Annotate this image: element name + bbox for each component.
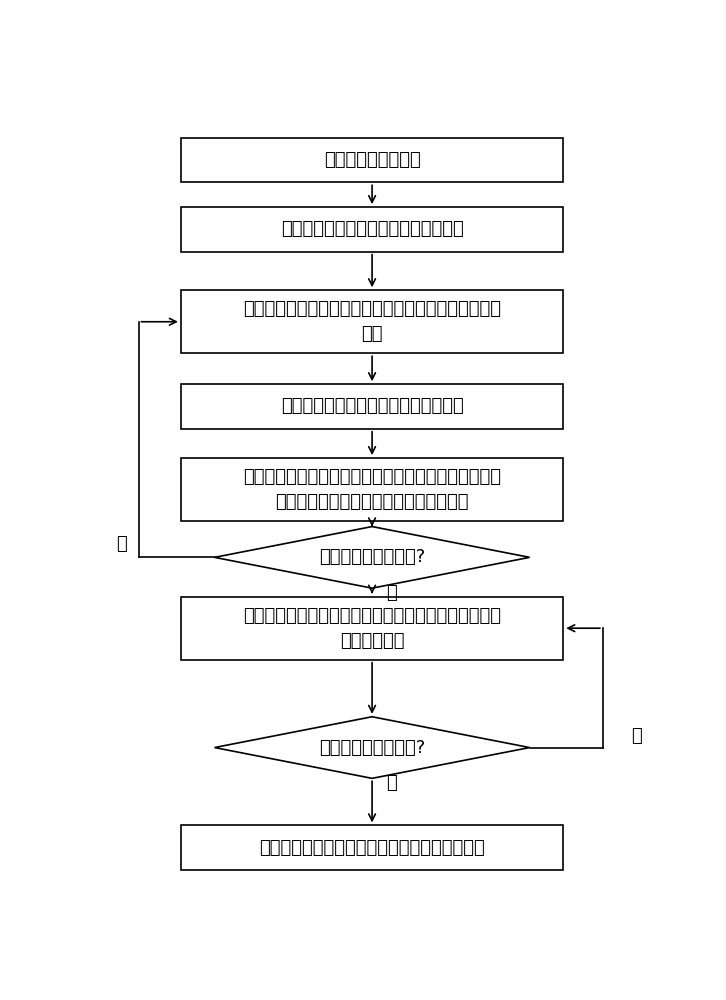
Bar — [181, 138, 563, 182]
Bar — [181, 207, 563, 252]
Polygon shape — [215, 717, 529, 778]
Text: 在第二纵向焊接层上铺设隔离缓冲模组: 在第二纵向焊接层上铺设隔离缓冲模组 — [281, 397, 463, 415]
Bar — [181, 384, 563, 429]
Text: 铺设第二电池片层使得第二电池片层的边缘接触隔离缓
冲模组、其余区域位于第二纵向焊接层上: 铺设第二电池片层使得第二电池片层的边缘接触隔离缓 冲模组、其余区域位于第二纵向焊… — [243, 468, 501, 511]
Text: 铺设完预定层次结构?: 铺设完预定层次结构? — [319, 548, 425, 566]
Text: 在第一纵向焊接层上铺设第一电池片层: 在第一纵向焊接层上铺设第一电池片层 — [281, 220, 463, 238]
Text: 否: 否 — [116, 534, 127, 552]
Polygon shape — [215, 527, 529, 588]
Text: 铺设第一纵向焊接层: 铺设第一纵向焊接层 — [324, 151, 420, 169]
Text: 是: 是 — [386, 774, 397, 792]
Bar — [181, 290, 563, 353]
Text: 否: 否 — [631, 727, 642, 745]
Text: 在前一个电池片层上铺设当前基本单元中的第二纵向焊
接层: 在前一个电池片层上铺设当前基本单元中的第二纵向焊 接层 — [243, 300, 501, 343]
Text: 在最后一个基本单元的表面铺设第三纵向焊接层: 在最后一个基本单元的表面铺设第三纵向焊接层 — [259, 839, 485, 857]
Bar — [181, 458, 563, 521]
Text: 铺设完所有基本单元?: 铺设完所有基本单元? — [319, 739, 425, 757]
Text: 通过焊接台传送模组传输预定距离，将已铺设的结构向
焊接工站传送: 通过焊接台传送模组传输预定距离，将已铺设的结构向 焊接工站传送 — [243, 607, 501, 650]
Bar — [181, 825, 563, 870]
Bar — [181, 597, 563, 660]
Text: 是: 是 — [386, 584, 397, 602]
